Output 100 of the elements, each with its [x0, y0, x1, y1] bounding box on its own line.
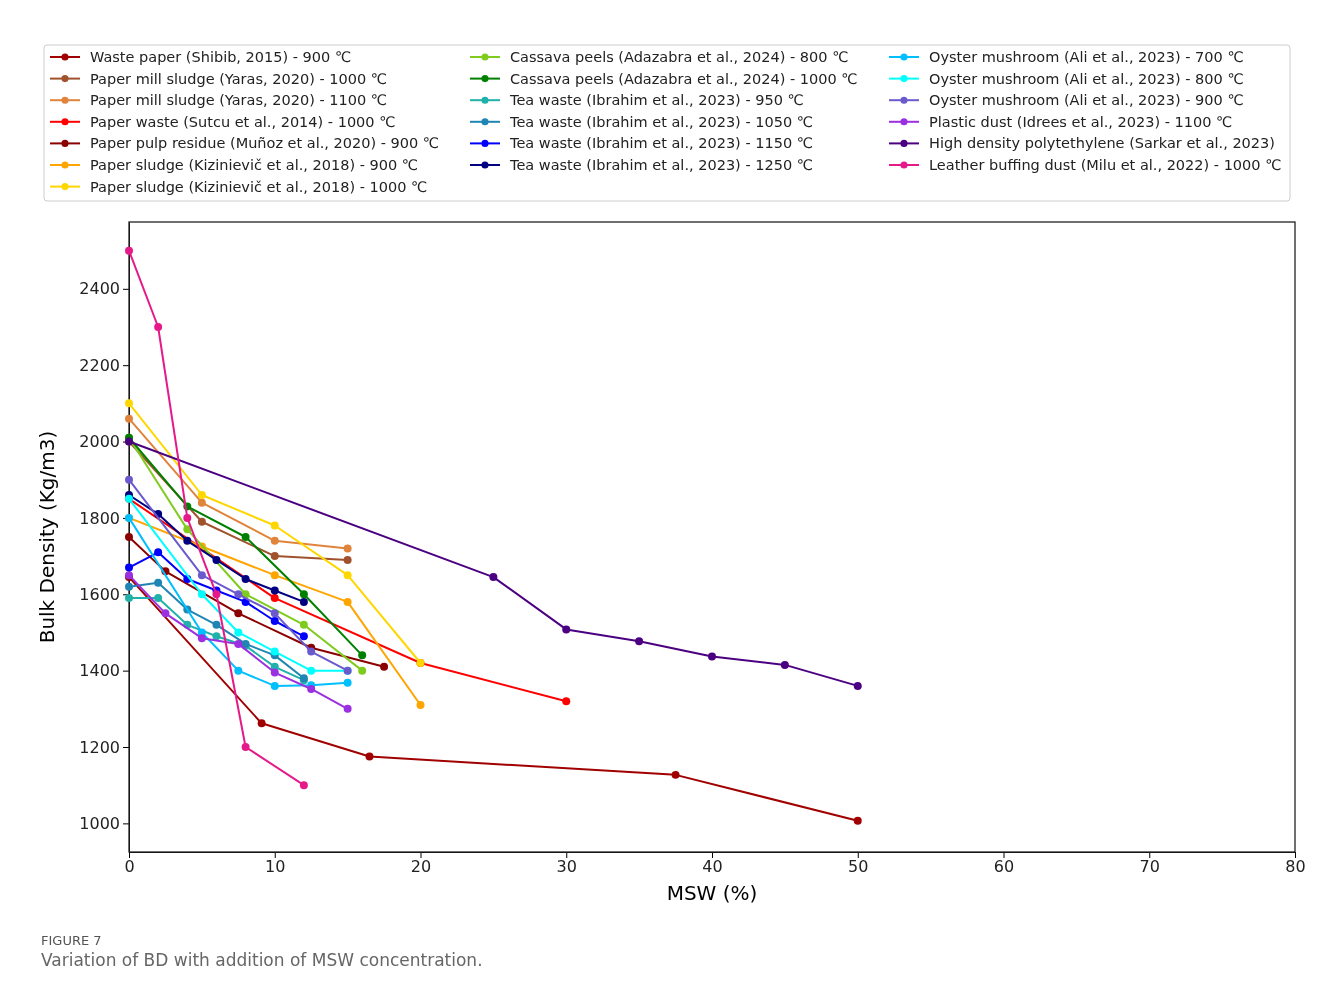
point — [212, 555, 221, 564]
point — [270, 594, 279, 603]
point — [125, 475, 133, 484]
y-tick-label: 1800 — [79, 508, 120, 528]
point — [212, 620, 221, 629]
point — [197, 590, 206, 599]
y-tick-label: 2000 — [79, 432, 120, 452]
point — [489, 573, 498, 582]
point — [125, 399, 133, 408]
point — [212, 590, 221, 599]
point — [853, 816, 862, 825]
point — [197, 491, 206, 499]
point — [343, 544, 352, 553]
point — [257, 719, 266, 728]
legend-label: Oyster mushroom (Ali et al., 2023) - 800 ℃ — [929, 70, 1244, 87]
point — [234, 639, 243, 648]
point — [780, 660, 789, 669]
point — [307, 666, 316, 675]
point — [125, 594, 133, 603]
legend-label: Paper sludge (Kizinievič et al., 2018) - 900 ℃ — [90, 157, 419, 173]
y-tick-label: 2200 — [79, 355, 120, 375]
point — [154, 548, 163, 557]
point — [343, 597, 352, 606]
point — [671, 770, 680, 779]
x-tick-label: 40 — [702, 857, 723, 877]
point — [343, 555, 352, 564]
x-tick-label: 10 — [265, 857, 286, 877]
point — [125, 563, 133, 572]
point — [270, 552, 279, 561]
text: Variation of BD with addition of MSW concentration. — [41, 950, 483, 970]
point — [270, 571, 279, 580]
point — [299, 620, 308, 629]
x-tick-label: 30 — [556, 857, 577, 877]
legend-label: High density polytethylene (Sarkar et al., 2023) — [929, 135, 1275, 152]
legend-label: Oyster mushroom (Ali et al., 2023) - 900 ℃ — [929, 92, 1244, 109]
point — [234, 666, 243, 675]
point — [343, 678, 352, 687]
point — [365, 752, 374, 761]
legend-label: Tea waste (Ibrahim et al., 2023) - 1150 ℃ — [509, 135, 814, 152]
x-tick-label: 0 — [124, 857, 135, 877]
y-tick-label: 1000 — [79, 813, 120, 833]
point — [161, 609, 170, 618]
legend-label: Waste paper (Shibib, 2015) - 900 ℃ — [90, 49, 352, 65]
point — [270, 609, 279, 618]
point — [270, 536, 279, 545]
point — [270, 617, 279, 625]
point — [380, 662, 389, 671]
point — [343, 704, 352, 713]
point — [234, 609, 243, 618]
point — [416, 701, 425, 709]
legend-label: Plastic dust (Idrees et al., 2023) - 1100 ℃ — [929, 113, 1233, 130]
point — [125, 246, 133, 255]
x-tick-label: 80 — [1285, 857, 1306, 877]
y-tick-label: 1600 — [79, 584, 120, 604]
point — [154, 578, 163, 587]
y-tick-label: 1200 — [79, 737, 120, 757]
point — [125, 414, 133, 423]
legend-label: Leather buffing dust (Milu et al., 2022) - 1000 ℃ — [929, 157, 1282, 173]
legend-label: Oyster mushroom (Ali et al., 2023) - 700 ℃ — [929, 49, 1244, 65]
point — [154, 323, 163, 331]
point — [270, 668, 279, 677]
legend-label: Tea waste (Ibrahim et al., 2023) - 1250 ℃ — [509, 157, 814, 173]
point — [343, 571, 352, 580]
x-tick-label: 50 — [848, 857, 869, 877]
point — [241, 533, 250, 541]
point — [358, 651, 367, 660]
point — [197, 498, 206, 507]
point — [307, 647, 316, 656]
caption: FIGURE 7 — [41, 933, 102, 948]
point — [270, 681, 279, 690]
legend-label: Paper mill sludge (Yaras, 2020) - 1100 ℃ — [90, 92, 388, 109]
legend-label: Tea waste (Ibrahim et al., 2023) - 950 ℃ — [509, 92, 804, 109]
point — [270, 647, 279, 656]
point — [197, 517, 206, 526]
point — [241, 743, 250, 751]
point — [562, 625, 571, 634]
point — [635, 637, 644, 646]
point — [270, 521, 279, 530]
point — [183, 513, 192, 522]
legend-label: Cassava peels (Adazabra et al., 2024) - 800 ℃ — [510, 49, 849, 65]
y-tick-label: 1400 — [79, 661, 120, 681]
point — [125, 533, 133, 541]
x-tick-label: 20 — [410, 857, 432, 877]
point — [299, 632, 308, 641]
point — [212, 632, 221, 641]
y-axis-title: Bulk Density (Kg/m3) — [35, 430, 59, 644]
point — [183, 525, 192, 534]
point — [234, 628, 243, 637]
legend-label: Paper mill sludge (Yaras, 2020) - 1000 ℃ — [90, 70, 388, 87]
point — [708, 652, 716, 661]
point — [197, 634, 206, 643]
point — [299, 590, 308, 599]
point — [125, 582, 133, 591]
legend-label: Tea waste (Ibrahim et al., 2023) - 1050 ℃ — [509, 113, 814, 130]
point — [299, 597, 308, 606]
point — [241, 575, 250, 583]
point — [358, 666, 367, 675]
point — [183, 536, 192, 545]
legend-label: Paper pulp residue (Muñoz et al., 2020) - 900 ℃ — [90, 135, 440, 152]
point — [299, 781, 308, 790]
